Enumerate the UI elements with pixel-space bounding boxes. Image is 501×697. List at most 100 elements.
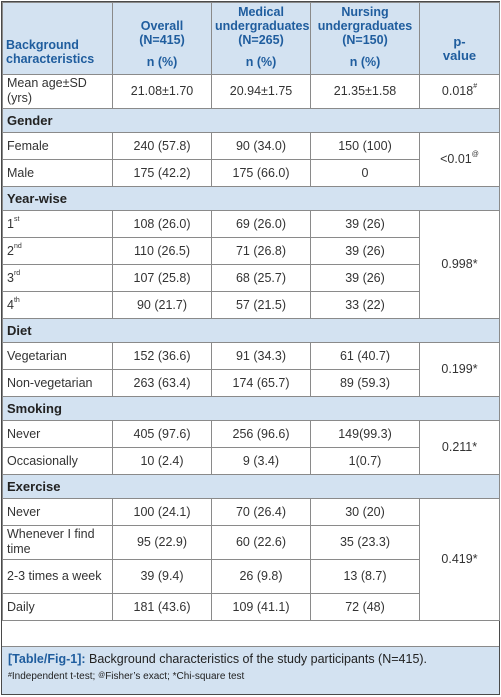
cell-medical: 26 (9.8) [211,558,311,594]
cell-nursing: 39 (26) [310,209,420,238]
caption-label: [Table/Fig-1]: [8,652,86,666]
row-label: 3rd [2,263,113,292]
row-label: Occasionally [2,446,113,475]
row-label: Never [2,419,113,448]
cell-overall: 100 (24.1) [112,497,212,526]
cell-medical: 174 (65.7) [211,368,311,397]
cell-nursing: 39 (26) [310,236,420,265]
row-label: 4th [2,290,113,319]
table-row: Never 405 (97.6) 256 (96.6) 149(99.3) 0.… [2,419,500,475]
cell-medical: 57 (21.5) [211,290,311,319]
cell-p-value: 0.211* [419,419,500,475]
cell-p-value: 0.199* [419,341,500,397]
cell-medical: 69 (26.0) [211,209,311,238]
cell-overall: 175 (42.2) [112,158,212,187]
header-nursing-npct: n (%) [310,51,420,75]
cell-overall: 152 (36.6) [112,341,212,370]
table-row: 2-3 times a week 39 (9.4) 26 (9.8) 13 (8… [2,558,500,594]
cell-nursing: 0 [310,158,420,187]
row-label: Non-vegetarian [2,368,113,397]
table-row: Never 100 (24.1) 70 (26.4) 30 (20) 0.419… [2,497,500,621]
cell-p-value: <0.01@ [419,131,500,187]
row-label: Mean age±SD (yrs) [2,73,113,109]
section-diet: Diet [2,317,500,343]
row-label: 2nd [2,236,113,265]
cell-overall: 240 (57.8) [112,131,212,160]
header-overall-npct: n (%) [112,51,212,75]
cell-p-value: 0.419* [419,497,500,621]
cell-overall: 39 (9.4) [112,558,212,594]
caption-text: Background characteristics of the study … [85,652,428,666]
cell-overall: 263 (63.4) [112,368,212,397]
cell-overall: 21.08±1.70 [112,73,212,109]
cell-nursing: 61 (40.7) [310,341,420,370]
cell-overall: 90 (21.7) [112,290,212,319]
table-row: 1st 108 (26.0) 69 (26.0) 39 (26) 0.998* [2,209,500,319]
cell-nursing: 13 (8.7) [310,558,420,594]
section-smoking: Smoking [2,395,500,421]
cell-nursing: 72 (48) [310,592,420,621]
cell-medical: 71 (26.8) [211,236,311,265]
section-year: Year-wise [2,185,500,211]
row-label: Male [2,158,113,187]
cell-nursing: 89 (59.3) [310,368,420,397]
cell-overall: 10 (2.4) [112,446,212,475]
cell-medical: 109 (41.1) [211,592,311,621]
table-row: Whenever I find time 95 (22.9) 60 (22.6)… [2,524,500,560]
table-row: Daily 181 (43.6) 109 (41.1) 72 (48) [2,592,500,621]
cell-p-value: 0.018# [419,73,500,109]
cell-medical: 90 (34.0) [211,131,311,160]
table-row: Male 175 (42.2) 175 (66.0) 0 [2,158,500,187]
header-row: Background characteristics Overall (N=415… [2,2,500,75]
cell-nursing: 150 (100) [310,131,420,160]
cell-overall: 107 (25.8) [112,263,212,292]
section-gender: Gender [2,107,500,133]
table-row: 2nd 110 (26.5) 71 (26.8) 39 (26) [2,236,500,265]
header-nursing: Nursing undergraduates (N=150) [310,2,420,51]
header-background-characteristics: Background characteristics [2,2,113,75]
row-label: Vegetarian [2,341,113,370]
section-title: Gender [2,107,500,133]
cell-nursing: 39 (26) [310,263,420,292]
cell-overall: 110 (26.5) [112,236,212,265]
row-label: 1st [2,209,113,238]
cell-medical: 60 (22.6) [211,524,311,560]
cell-overall: 95 (22.9) [112,524,212,560]
header-subrow: n (%) n (%) n (%) [3,51,500,75]
row-label: Daily [2,592,113,621]
table-caption: [Table/Fig-1]: Background characteristic… [2,646,499,694]
row-label: Whenever I find time [2,524,113,560]
row-label: 2-3 times a week [2,558,113,594]
table-row-age: Mean age±SD (yrs) 21.08±1.70 20.94±1.75 2… [2,73,500,109]
cell-medical: 256 (96.6) [211,419,311,448]
cell-nursing: 33 (22) [310,290,420,319]
section-title: Diet [2,317,500,343]
cell-medical: 70 (26.4) [211,497,311,526]
cell-overall: 181 (43.6) [112,592,212,621]
caption-title: [Table/Fig-1]: Background characteristic… [8,652,493,667]
cell-p-value: 0.998* [419,209,500,319]
row-label: Female [2,131,113,160]
cell-medical: 68 (25.7) [211,263,311,292]
cell-nursing: 30 (20) [310,497,420,526]
cell-medical: 9 (3.4) [211,446,311,475]
section-title: Year-wise [2,185,500,211]
header-p-value: p-value [419,2,500,75]
cell-medical: 20.94±1.75 [211,73,311,109]
table-row: Vegetarian 152 (36.6) 91 (34.3) 61 (40.7… [2,341,500,397]
cell-nursing: 35 (23.3) [310,524,420,560]
cell-overall: 108 (26.0) [112,209,212,238]
section-exercise: Exercise [2,473,500,499]
cell-nursing: 1(0.7) [310,446,420,475]
caption-footnote: #Independent t-test; @Fisher’s exact; *C… [8,671,245,682]
row-label: Never [2,497,113,526]
header-medical: Medical undergraduates (N=265) [211,2,311,51]
table-row: Occasionally 10 (2.4) 9 (3.4) 1(0.7) [2,446,500,475]
header-medical-npct: n (%) [211,51,311,75]
section-title: Smoking [2,395,500,421]
table-row: 3rd 107 (25.8) 68 (25.7) 39 (26) [2,263,500,292]
cell-overall: 405 (97.6) [112,419,212,448]
data-table: Background characteristics Overall (N=415… [2,2,500,621]
cell-nursing: 149(99.3) [310,419,420,448]
